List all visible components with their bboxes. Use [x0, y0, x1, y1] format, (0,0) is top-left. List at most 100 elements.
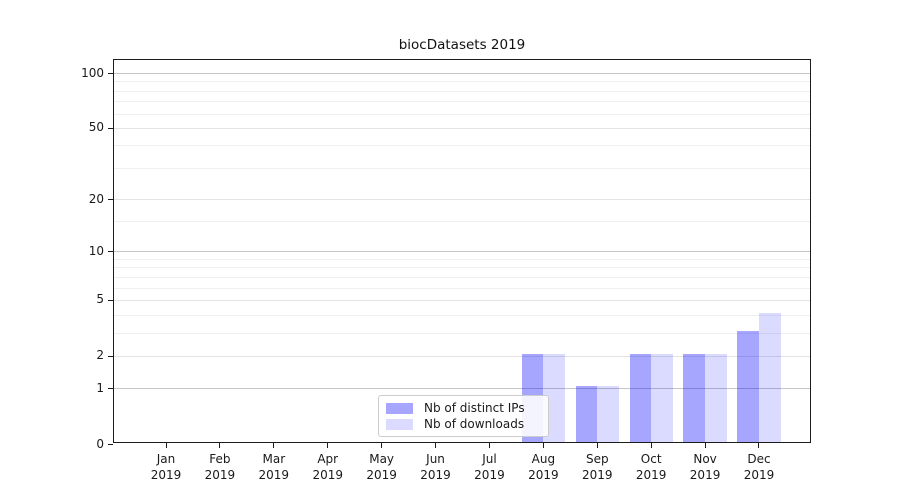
legend: Nb of distinct IPs Nb of downloads	[378, 395, 549, 437]
x-tick-label-line: 2019	[528, 468, 559, 482]
y-tick-mark	[108, 355, 113, 357]
bar-distinct-ips	[629, 353, 652, 442]
x-tick-label: Apr 2019	[300, 451, 356, 483]
legend-row: Nb of distinct IPs	[386, 400, 541, 416]
x-tick-mark	[327, 443, 329, 448]
x-tick-mark	[596, 443, 598, 448]
y-tick-label: 0	[96, 436, 104, 451]
bar-distinct-ips	[683, 353, 706, 442]
bar-downloads	[705, 353, 727, 442]
y-tick-mark	[108, 199, 113, 201]
x-tick-label: May 2019	[354, 451, 410, 483]
x-tick-label: Nov 2019	[677, 451, 733, 483]
x-tick-label: Sep 2019	[569, 451, 625, 483]
x-tick-label-line: May	[369, 452, 395, 466]
legend-label: Nb of downloads	[424, 417, 525, 431]
x-tick-label-line: Oct	[640, 452, 662, 466]
x-tick-label-line: Aug	[531, 452, 556, 466]
x-tick-label: Jun 2019	[408, 451, 464, 483]
y-tick-mark	[108, 251, 113, 253]
x-tick-label: Dec 2019	[731, 451, 787, 483]
x-tick-mark	[650, 443, 652, 448]
x-tick-label-line: 2019	[581, 468, 613, 482]
x-tick-label-line: Feb	[209, 452, 231, 466]
x-tick-mark	[488, 443, 490, 448]
x-tick-label-line: 2019	[420, 468, 451, 482]
y-tick-label: 20	[88, 191, 104, 206]
x-tick-label: Oct 2019	[623, 451, 679, 483]
gridline-minor	[114, 221, 810, 223]
x-tick-label-line: Sep	[585, 452, 609, 466]
x-tick-label: Jul 2019	[461, 451, 517, 483]
gridline-minor	[114, 267, 810, 269]
bar-downloads	[597, 386, 619, 442]
x-tick-label-line: Jul	[482, 452, 497, 466]
legend-label: Nb of distinct IPs	[424, 401, 525, 415]
x-tick-mark	[435, 443, 437, 448]
x-tick-label: Feb 2019	[192, 451, 248, 483]
x-tick-label-line: Mar	[262, 452, 286, 466]
bar-downloads	[651, 353, 673, 442]
x-tick-label-line: Nov	[693, 452, 717, 466]
gridline-minor	[114, 145, 810, 147]
x-tick-mark	[273, 443, 275, 448]
y-tick-mark	[108, 73, 113, 74]
plot-area: 0 1 2 5 10 20 50 100 Jan 2019 Feb 2019 Mar 2019 Apr 201…	[81, 59, 811, 482]
x-tick-label-line: 2019	[743, 468, 775, 482]
x-tick-label-line: 2019	[258, 468, 290, 482]
gridline-minor	[114, 167, 810, 169]
bar-distinct-ips	[737, 330, 759, 442]
legend-swatch-distinct-ips	[386, 402, 413, 414]
x-tick-label-line: Dec	[747, 452, 771, 466]
gridline-minor	[114, 332, 810, 334]
chart-title: biocDatasets 2019	[398, 37, 526, 53]
y-tick-mark	[108, 299, 113, 301]
y-tick-mark	[108, 388, 113, 390]
x-tick-label: Jan 2019	[138, 451, 194, 483]
x-tick-label: Mar 2019	[246, 451, 302, 483]
gridline-minor	[114, 81, 810, 83]
y-tick-label: 2	[96, 348, 104, 363]
y-tick-label: 100	[81, 65, 104, 80]
gridline-minor	[114, 258, 810, 260]
x-tick-label-line: 2019	[150, 468, 182, 482]
gridline-major	[114, 127, 810, 129]
bar-downloads	[758, 312, 781, 442]
gridline-major	[114, 199, 810, 201]
x-tick-label: Aug 2019	[515, 451, 571, 483]
x-tick-label-line: 2019	[204, 468, 236, 482]
y-tick-mark	[108, 444, 113, 445]
x-tick-mark	[542, 443, 544, 448]
x-tick-label-line: 2019	[366, 468, 397, 482]
gridline-minor	[114, 101, 810, 103]
x-tick-label-line: 2019	[635, 468, 667, 482]
x-tick-label-line: 2019	[474, 468, 505, 482]
x-tick-label-line: Jun	[426, 452, 445, 466]
legend-swatch-downloads	[386, 418, 413, 430]
gridline-minor	[114, 276, 810, 278]
x-tick-mark	[381, 443, 383, 448]
gridline-major	[114, 299, 810, 301]
y-tick-label: 1	[96, 380, 104, 395]
y-tick-label: 5	[96, 292, 104, 307]
y-tick-label: 10	[88, 243, 104, 258]
gridline-minor	[114, 113, 810, 115]
gridline-minor	[114, 314, 810, 316]
x-tick-mark	[219, 443, 221, 448]
gridline-major	[114, 73, 810, 74]
x-tick-label-line: 2019	[312, 468, 343, 482]
x-tick-label-line: 2019	[689, 468, 721, 482]
x-tick-mark	[704, 443, 706, 448]
y-tick-mark	[108, 127, 113, 129]
x-tick-label-line: Jan	[156, 452, 176, 466]
gridline-minor	[114, 90, 810, 92]
gridline-major	[114, 251, 810, 253]
legend-row: Nb of downloads	[386, 416, 541, 432]
x-tick-mark	[165, 443, 167, 448]
x-tick-label-line: Apr	[317, 452, 339, 466]
x-tick-mark	[758, 443, 760, 448]
gridline-major	[114, 388, 810, 390]
gridline-major	[114, 355, 810, 357]
y-tick-label: 50	[88, 120, 104, 135]
